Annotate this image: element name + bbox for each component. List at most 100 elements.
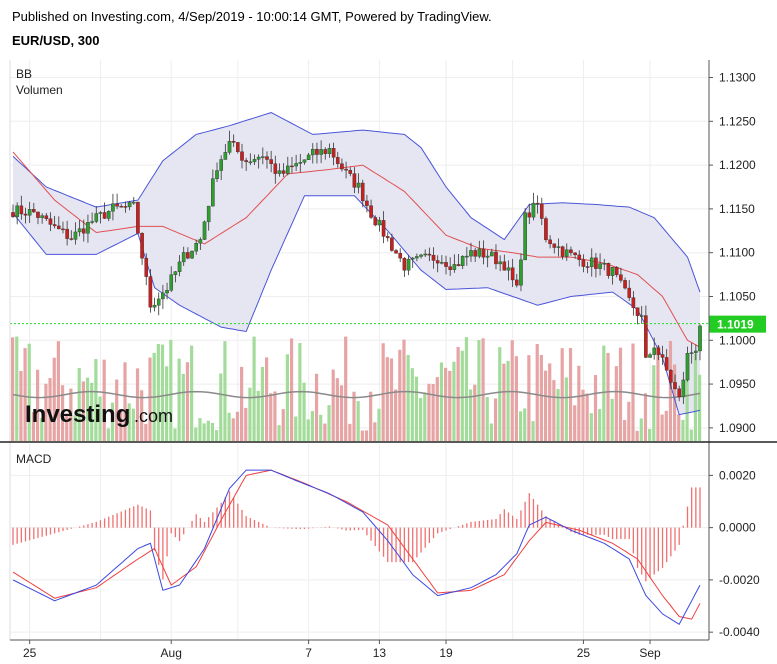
volume-bar xyxy=(40,418,44,441)
volume-bar xyxy=(514,356,518,441)
candle-body xyxy=(556,246,561,248)
volume-bar xyxy=(589,413,593,441)
volume-bar xyxy=(323,423,327,441)
volume-bar xyxy=(360,430,364,441)
volume-bar xyxy=(194,427,198,441)
volume-bar xyxy=(381,343,385,441)
macd-tick-label: 0.0020 xyxy=(719,468,756,482)
candle-body xyxy=(115,203,119,207)
volume-bar xyxy=(52,357,56,441)
candle-body xyxy=(244,160,248,163)
volume-bar xyxy=(352,391,356,441)
volume-bar xyxy=(135,368,140,441)
candle-body xyxy=(494,251,498,265)
candle-body xyxy=(36,211,40,218)
candle-body xyxy=(419,254,423,257)
volume-bar xyxy=(127,403,131,441)
candle-body xyxy=(614,267,619,275)
volume-bar xyxy=(473,384,477,441)
candle-body xyxy=(635,307,640,316)
candle-body xyxy=(435,260,440,264)
candle-body xyxy=(523,212,527,261)
candle-body xyxy=(594,257,598,269)
candle-body xyxy=(131,201,136,204)
volume-bar xyxy=(564,377,568,441)
volume-bar xyxy=(277,425,281,441)
candle-body xyxy=(677,388,681,398)
volume-bar xyxy=(215,430,219,441)
published-header: Published on Investing.com, 4/Sep/2019 -… xyxy=(12,9,492,24)
candle-body xyxy=(652,347,656,355)
candle-body xyxy=(61,228,65,231)
candle-body xyxy=(402,257,407,271)
volume-bar xyxy=(523,408,527,441)
volume-bar xyxy=(639,418,643,441)
macd-signal-line xyxy=(12,469,701,620)
volume-bar xyxy=(73,415,77,441)
volume-bar xyxy=(15,336,19,441)
price-tick-label: 1.0950 xyxy=(719,377,756,391)
candle-body xyxy=(348,170,353,174)
volume-bar xyxy=(631,343,635,441)
volume-bar xyxy=(198,418,202,441)
volume-bar xyxy=(489,423,494,441)
volume-bar xyxy=(385,357,389,441)
candle-body xyxy=(531,202,536,218)
volume-bar xyxy=(244,407,248,441)
candle-body xyxy=(252,159,257,163)
volume-bar xyxy=(56,341,60,441)
candle-body xyxy=(240,151,244,161)
volume-bar xyxy=(452,361,456,441)
candle-body xyxy=(602,263,607,265)
volume-ma xyxy=(12,390,701,399)
candle-body xyxy=(140,233,144,259)
band-area xyxy=(13,112,700,415)
candle-body xyxy=(111,203,115,212)
investing-logo: Investing .com xyxy=(25,401,173,428)
candle-body xyxy=(381,220,386,237)
candle-body xyxy=(19,205,24,215)
volume-bar xyxy=(685,371,689,441)
time-tick-label: 25 xyxy=(23,646,37,660)
volume-bar xyxy=(85,377,90,441)
candle-body xyxy=(273,163,278,174)
volume-bar xyxy=(577,365,581,441)
candle-body xyxy=(136,201,140,234)
volume-bar xyxy=(414,376,419,441)
candle-body xyxy=(211,178,215,207)
volume-bar xyxy=(219,373,223,441)
candle-body xyxy=(123,206,128,208)
symbol-title: EUR/USD, 300 xyxy=(12,33,100,48)
volume-bar xyxy=(593,375,598,441)
macd-tick-label: -0.0020 xyxy=(719,573,760,587)
volume-bar xyxy=(448,370,452,441)
candle-body xyxy=(585,266,590,268)
candle-body xyxy=(32,209,36,213)
volume-bar xyxy=(552,380,556,441)
candle-body xyxy=(77,228,82,233)
candle-body xyxy=(165,290,169,294)
volume-bar xyxy=(339,385,344,441)
candle-body xyxy=(627,287,632,298)
macd-tick-label: 0.0000 xyxy=(719,521,756,535)
volume-bar xyxy=(335,378,339,441)
volume-ma-line xyxy=(12,390,701,399)
volume-bar xyxy=(527,355,531,441)
volume-bar xyxy=(94,359,98,441)
candle-body xyxy=(281,170,286,174)
candle-body xyxy=(73,231,78,240)
time-tick-label: Aug xyxy=(161,646,182,660)
candle-body xyxy=(639,315,644,317)
volume-bar xyxy=(460,350,464,441)
volume-bar xyxy=(319,414,323,441)
volume-bar xyxy=(223,341,227,441)
candle-body xyxy=(306,154,311,160)
volume-bar xyxy=(689,429,693,441)
volume-bar xyxy=(485,397,489,441)
volume-bar xyxy=(102,359,106,441)
candle-body xyxy=(631,297,636,308)
volume-bar xyxy=(169,339,173,441)
candle-body xyxy=(298,162,303,164)
volume-bar xyxy=(439,362,444,441)
